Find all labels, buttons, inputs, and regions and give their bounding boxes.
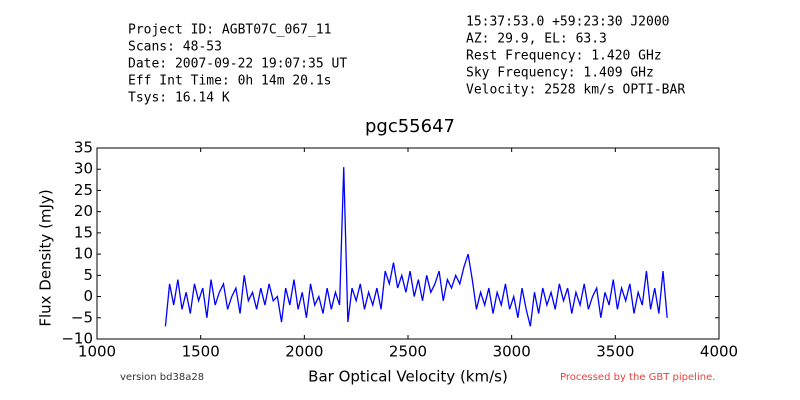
header-line: Date: 2007-09-22 19:07:35 UT xyxy=(128,57,347,72)
y-tick-label: −5 xyxy=(71,308,93,326)
y-tick-label: 35 xyxy=(74,139,93,157)
x-tick-label: 2000 xyxy=(285,343,323,361)
x-tick-label: 4000 xyxy=(700,343,738,361)
x-tick-label: 3500 xyxy=(596,343,634,361)
header-line: Eff Int Time: 0h 14m 20.1s xyxy=(128,74,332,89)
x-axis-label: Bar Optical Velocity (km/s) xyxy=(308,368,508,386)
y-tick-label: −10 xyxy=(61,330,93,348)
chart-title: pgc55647 xyxy=(365,116,455,137)
pipeline-note: Processed by the GBT pipeline. xyxy=(560,372,715,383)
x-tick-label: 1000 xyxy=(78,343,116,361)
x-tick-label: 1500 xyxy=(182,343,220,361)
y-tick-label: 0 xyxy=(83,287,93,305)
header-line: Sky Frequency: 1.409 GHz xyxy=(466,66,654,81)
y-axis-label: Flux Density (mJy) xyxy=(37,189,55,326)
y-tick-label: 5 xyxy=(83,266,93,284)
header-line: Scans: 48-53 xyxy=(128,40,222,55)
plot-frame xyxy=(96,147,720,340)
y-tick-label: 25 xyxy=(74,181,93,199)
x-tick-label: 3000 xyxy=(493,343,531,361)
header-line: Velocity: 2528 km/s OPTI-BAR xyxy=(466,83,685,98)
spectrum-line xyxy=(164,167,668,327)
header-line: Project ID: AGBT07C_067_11 xyxy=(128,23,332,38)
y-tick-label: 10 xyxy=(74,245,93,263)
y-tick-label: 20 xyxy=(74,202,93,220)
y-tick-label: 15 xyxy=(74,223,93,241)
header-line: AZ: 29.9, EL: 63.3 xyxy=(466,32,607,47)
header-line: Tsys: 16.14 K xyxy=(128,91,230,106)
header-line: Rest Frequency: 1.420 GHz xyxy=(466,49,662,64)
version-note: version bd38a28 xyxy=(120,372,204,383)
header-line: 15:37:53.0 +59:23:30 J2000 xyxy=(466,15,670,30)
x-tick-label: 2500 xyxy=(389,343,427,361)
y-tick-label: 30 xyxy=(74,160,93,178)
